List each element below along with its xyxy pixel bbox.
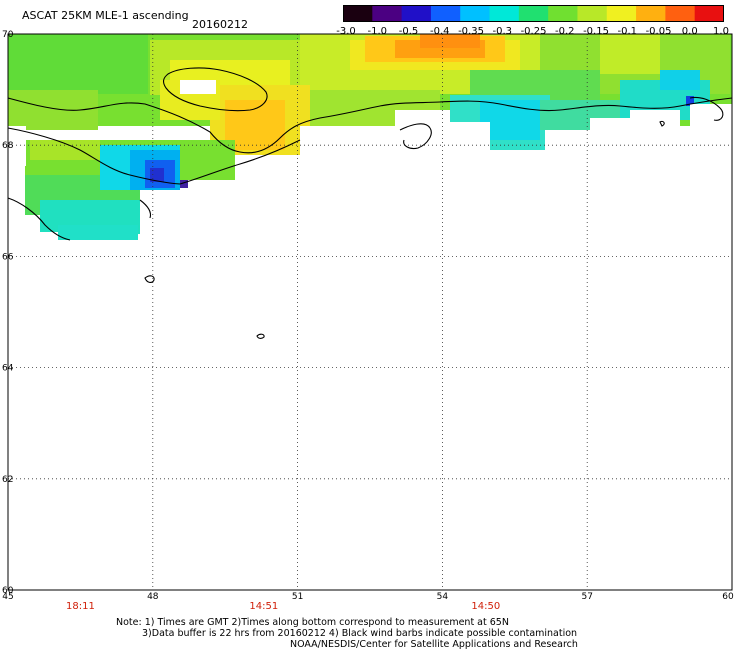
latitude-labels: 70 68 66 64 62 60 [2,30,14,596]
colorbar-segment [518,5,549,22]
colorbar-label: -0.4 [429,26,450,37]
chart-title: ASCAT 25KM MLE-1 ascending [22,9,189,22]
colorbar-label: 0.0 [681,26,698,37]
colorbar-label: -0.05 [645,26,672,37]
colorbar-frame [343,5,724,22]
lon-label: 45 [2,592,13,602]
colorbar-label: -0.25 [520,26,547,37]
note-line-3: NOAA/NESDIS/Center for Satellite Applica… [290,639,578,650]
lat-label: 70 [2,30,14,40]
footer-notes: Note: 1) Times are GMT 2)Times along bot… [116,617,578,650]
longitude-labels: 45 48 51 54 57 60 [2,592,734,602]
chart-date: 20160212 [192,18,248,31]
colorbar-label: -1.0 [367,26,388,37]
colorbar-segment [401,5,432,22]
colorbar-segment [460,5,491,22]
time-label: 14:50 [471,601,500,612]
colorbar-segment [694,5,724,22]
lon-label: 57 [581,592,592,602]
lat-label: 66 [2,252,14,262]
lat-label: 64 [2,364,14,374]
mle-data-field [8,34,732,590]
time-labels: 18:11 14:51 14:50 [66,601,500,612]
lat-label: 62 [2,475,13,485]
lon-label: 60 [722,592,734,602]
note-line-1: Note: 1) Times are GMT 2)Times along bot… [116,617,509,628]
colorbar-label: -0.3 [492,26,513,37]
colorbar-label: -0.1 [617,26,638,37]
lat-label: 60 [2,586,14,596]
colorbar-label: 1.0 [713,26,729,37]
colorbar-label: -0.2 [554,26,575,37]
colorbar-segment [430,5,461,22]
colorbar-segment [577,5,608,22]
lon-label: 54 [437,592,449,602]
note-line-2: 3)Data buffer is 22 hrs from 20160212 4)… [142,628,578,639]
lat-label: 68 [2,141,14,151]
colorbar-labels: -3.0 -1.0 -0.5 -0.4 -0.35 -0.3 -0.25 -0.2 -0.15-… [330,26,730,38]
colorbar-label: -3.0 [336,26,356,37]
colorbar-segment [372,5,403,22]
colorbar-segment [606,5,637,22]
plot-frame [7,33,733,591]
colorbar-segment [665,5,696,22]
lat-lon-grid [8,34,732,590]
coastline [7,67,733,339]
colorbar-label: -0.15 [583,26,609,37]
lon-label: 51 [292,592,303,602]
time-label: 14:51 [249,601,278,612]
colorbar-label: -0.35 [458,26,484,37]
colorbar-segment [343,5,373,22]
colorbar [343,5,724,22]
colorbar-segment [636,5,666,22]
colorbar-segment [489,5,520,22]
time-label: 18:11 [66,601,95,612]
colorbar-label: -0.5 [398,26,419,37]
lon-label: 48 [147,592,159,602]
colorbar-segment [548,5,578,22]
